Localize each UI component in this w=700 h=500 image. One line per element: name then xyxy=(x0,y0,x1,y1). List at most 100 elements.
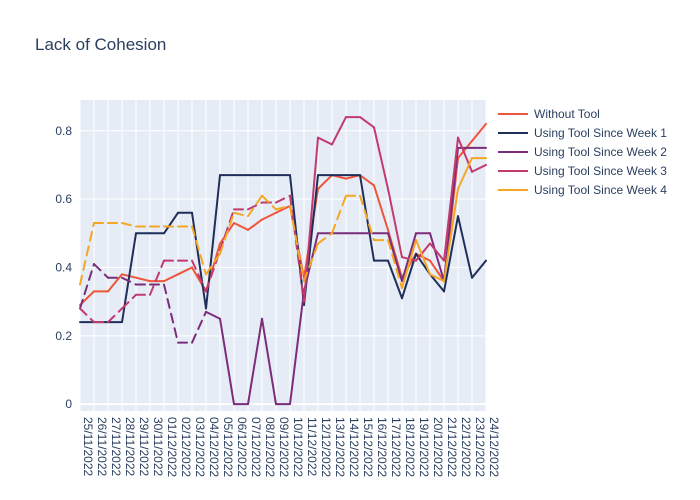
x-tick-label: 30/11/2022 xyxy=(151,417,165,476)
series-segment xyxy=(191,211,207,310)
series-segment xyxy=(415,242,431,262)
series-segment xyxy=(247,218,263,231)
series-segment xyxy=(121,293,137,310)
series-3 xyxy=(79,146,487,406)
series-segment xyxy=(429,273,445,293)
series-segment xyxy=(289,204,305,283)
y-axis-ticks: 0 0.2 0.4 0.6 0.8 xyxy=(55,124,72,411)
series-segment xyxy=(373,126,389,190)
legend-item[interactable]: Using Tool Since Week 2 xyxy=(498,145,667,159)
series-segment xyxy=(79,307,95,324)
x-tick-label: 22/12/2022 xyxy=(459,417,473,477)
series-segment xyxy=(401,232,417,283)
series-segment xyxy=(359,116,375,129)
x-tick-label: 10/12/2022 xyxy=(291,417,305,477)
y-tick-label: 0 xyxy=(65,397,72,411)
x-tick-label: 05/12/2022 xyxy=(221,417,235,477)
series-segment xyxy=(359,194,375,242)
x-tick-label: 08/12/2022 xyxy=(263,417,277,477)
x-tick-label: 07/12/2022 xyxy=(249,417,263,477)
series-segment xyxy=(401,239,417,289)
x-tick-label: 29/11/2022 xyxy=(137,417,151,476)
series-segment xyxy=(457,136,473,173)
series-segment xyxy=(79,222,95,286)
series-segment xyxy=(401,256,417,262)
series-segment xyxy=(387,232,403,283)
series-segment xyxy=(443,215,459,293)
y-tick-label: 0.8 xyxy=(55,124,72,138)
legend-label: Using Tool Since Week 2 xyxy=(534,145,667,159)
series-segment xyxy=(177,266,193,276)
x-tick-label: 12/12/2022 xyxy=(319,417,333,477)
x-tick-label: 17/12/2022 xyxy=(389,417,403,477)
x-tick-label: 01/12/2022 xyxy=(165,417,179,477)
x-tick-label: 04/12/2022 xyxy=(207,417,221,477)
plot-background xyxy=(80,100,486,411)
x-tick-label: 23/12/2022 xyxy=(473,417,487,477)
x-tick-label: 28/11/2022 xyxy=(123,417,137,476)
x-tick-label: 15/12/2022 xyxy=(361,417,375,477)
series-segment xyxy=(275,204,291,214)
series-segment xyxy=(205,252,221,276)
series-lines xyxy=(79,116,487,406)
series-segment xyxy=(289,290,305,406)
legend-item[interactable]: Using Tool Since Week 1 xyxy=(498,126,667,140)
x-tick-label: 03/12/2022 xyxy=(193,417,207,477)
x-tick-label: 24/12/2022 xyxy=(487,417,501,477)
series-segment xyxy=(317,136,333,146)
series-segment xyxy=(457,157,473,190)
x-tick-label: 18/12/2022 xyxy=(403,417,417,477)
x-tick-label: 21/12/2022 xyxy=(445,417,459,477)
series-segment xyxy=(387,259,403,300)
series-segment xyxy=(247,201,263,211)
series-segment xyxy=(443,136,459,262)
series-segment xyxy=(415,239,431,276)
series-segment xyxy=(233,222,249,231)
y-tick-label: 0.2 xyxy=(55,329,72,343)
series-segment xyxy=(429,242,445,262)
x-tick-label: 09/12/2022 xyxy=(277,417,291,477)
series-segment xyxy=(457,140,473,160)
y-tick-label: 0.6 xyxy=(55,192,72,206)
series-segment xyxy=(331,194,347,235)
series-2 xyxy=(79,174,487,324)
series-segment xyxy=(457,215,473,279)
legend-item[interactable]: Without Tool xyxy=(498,107,600,121)
series-segment xyxy=(219,211,235,255)
series-segment xyxy=(429,259,445,283)
series-segment xyxy=(163,273,179,283)
series-segment xyxy=(443,187,459,283)
legend-label: Without Tool xyxy=(534,107,600,121)
series-segment xyxy=(191,225,207,276)
legend-item[interactable]: Using Tool Since Week 4 xyxy=(498,183,667,197)
series-4 xyxy=(79,116,487,324)
series-segment xyxy=(261,317,277,406)
series-segment xyxy=(387,239,403,289)
x-tick-label: 19/12/2022 xyxy=(417,417,431,477)
series-segment xyxy=(219,208,235,252)
series-segment xyxy=(261,211,277,221)
x-tick-label: 20/12/2022 xyxy=(431,417,445,477)
legend-item[interactable]: Using Tool Since Week 3 xyxy=(498,164,667,178)
y-tick-label: 0.4 xyxy=(55,260,72,274)
x-tick-label: 13/12/2022 xyxy=(333,417,347,477)
x-tick-label: 14/12/2022 xyxy=(347,417,361,477)
series-segment xyxy=(163,211,179,235)
series-segment xyxy=(191,310,207,344)
legend[interactable]: Without Tool Using Tool Since Week 1 Using… xyxy=(498,107,667,197)
series-segment xyxy=(429,232,445,283)
series-segment xyxy=(443,146,459,283)
series-segment xyxy=(233,211,249,218)
legend-label: Using Tool Since Week 1 xyxy=(534,126,667,140)
x-tick-label: 16/12/2022 xyxy=(375,417,389,477)
x-axis-ticks: 25/11/2022 26/11/2022 27/11/2022 28/11/2022… xyxy=(81,417,501,477)
series-segment xyxy=(331,116,347,146)
series-segment xyxy=(135,276,151,283)
series-segment xyxy=(359,174,375,187)
series-segment xyxy=(429,273,445,283)
x-tick-label: 25/11/2022 xyxy=(81,417,95,476)
series-segment xyxy=(79,263,95,310)
series-segment xyxy=(387,187,403,259)
x-tick-label: 27/11/2022 xyxy=(109,417,123,476)
